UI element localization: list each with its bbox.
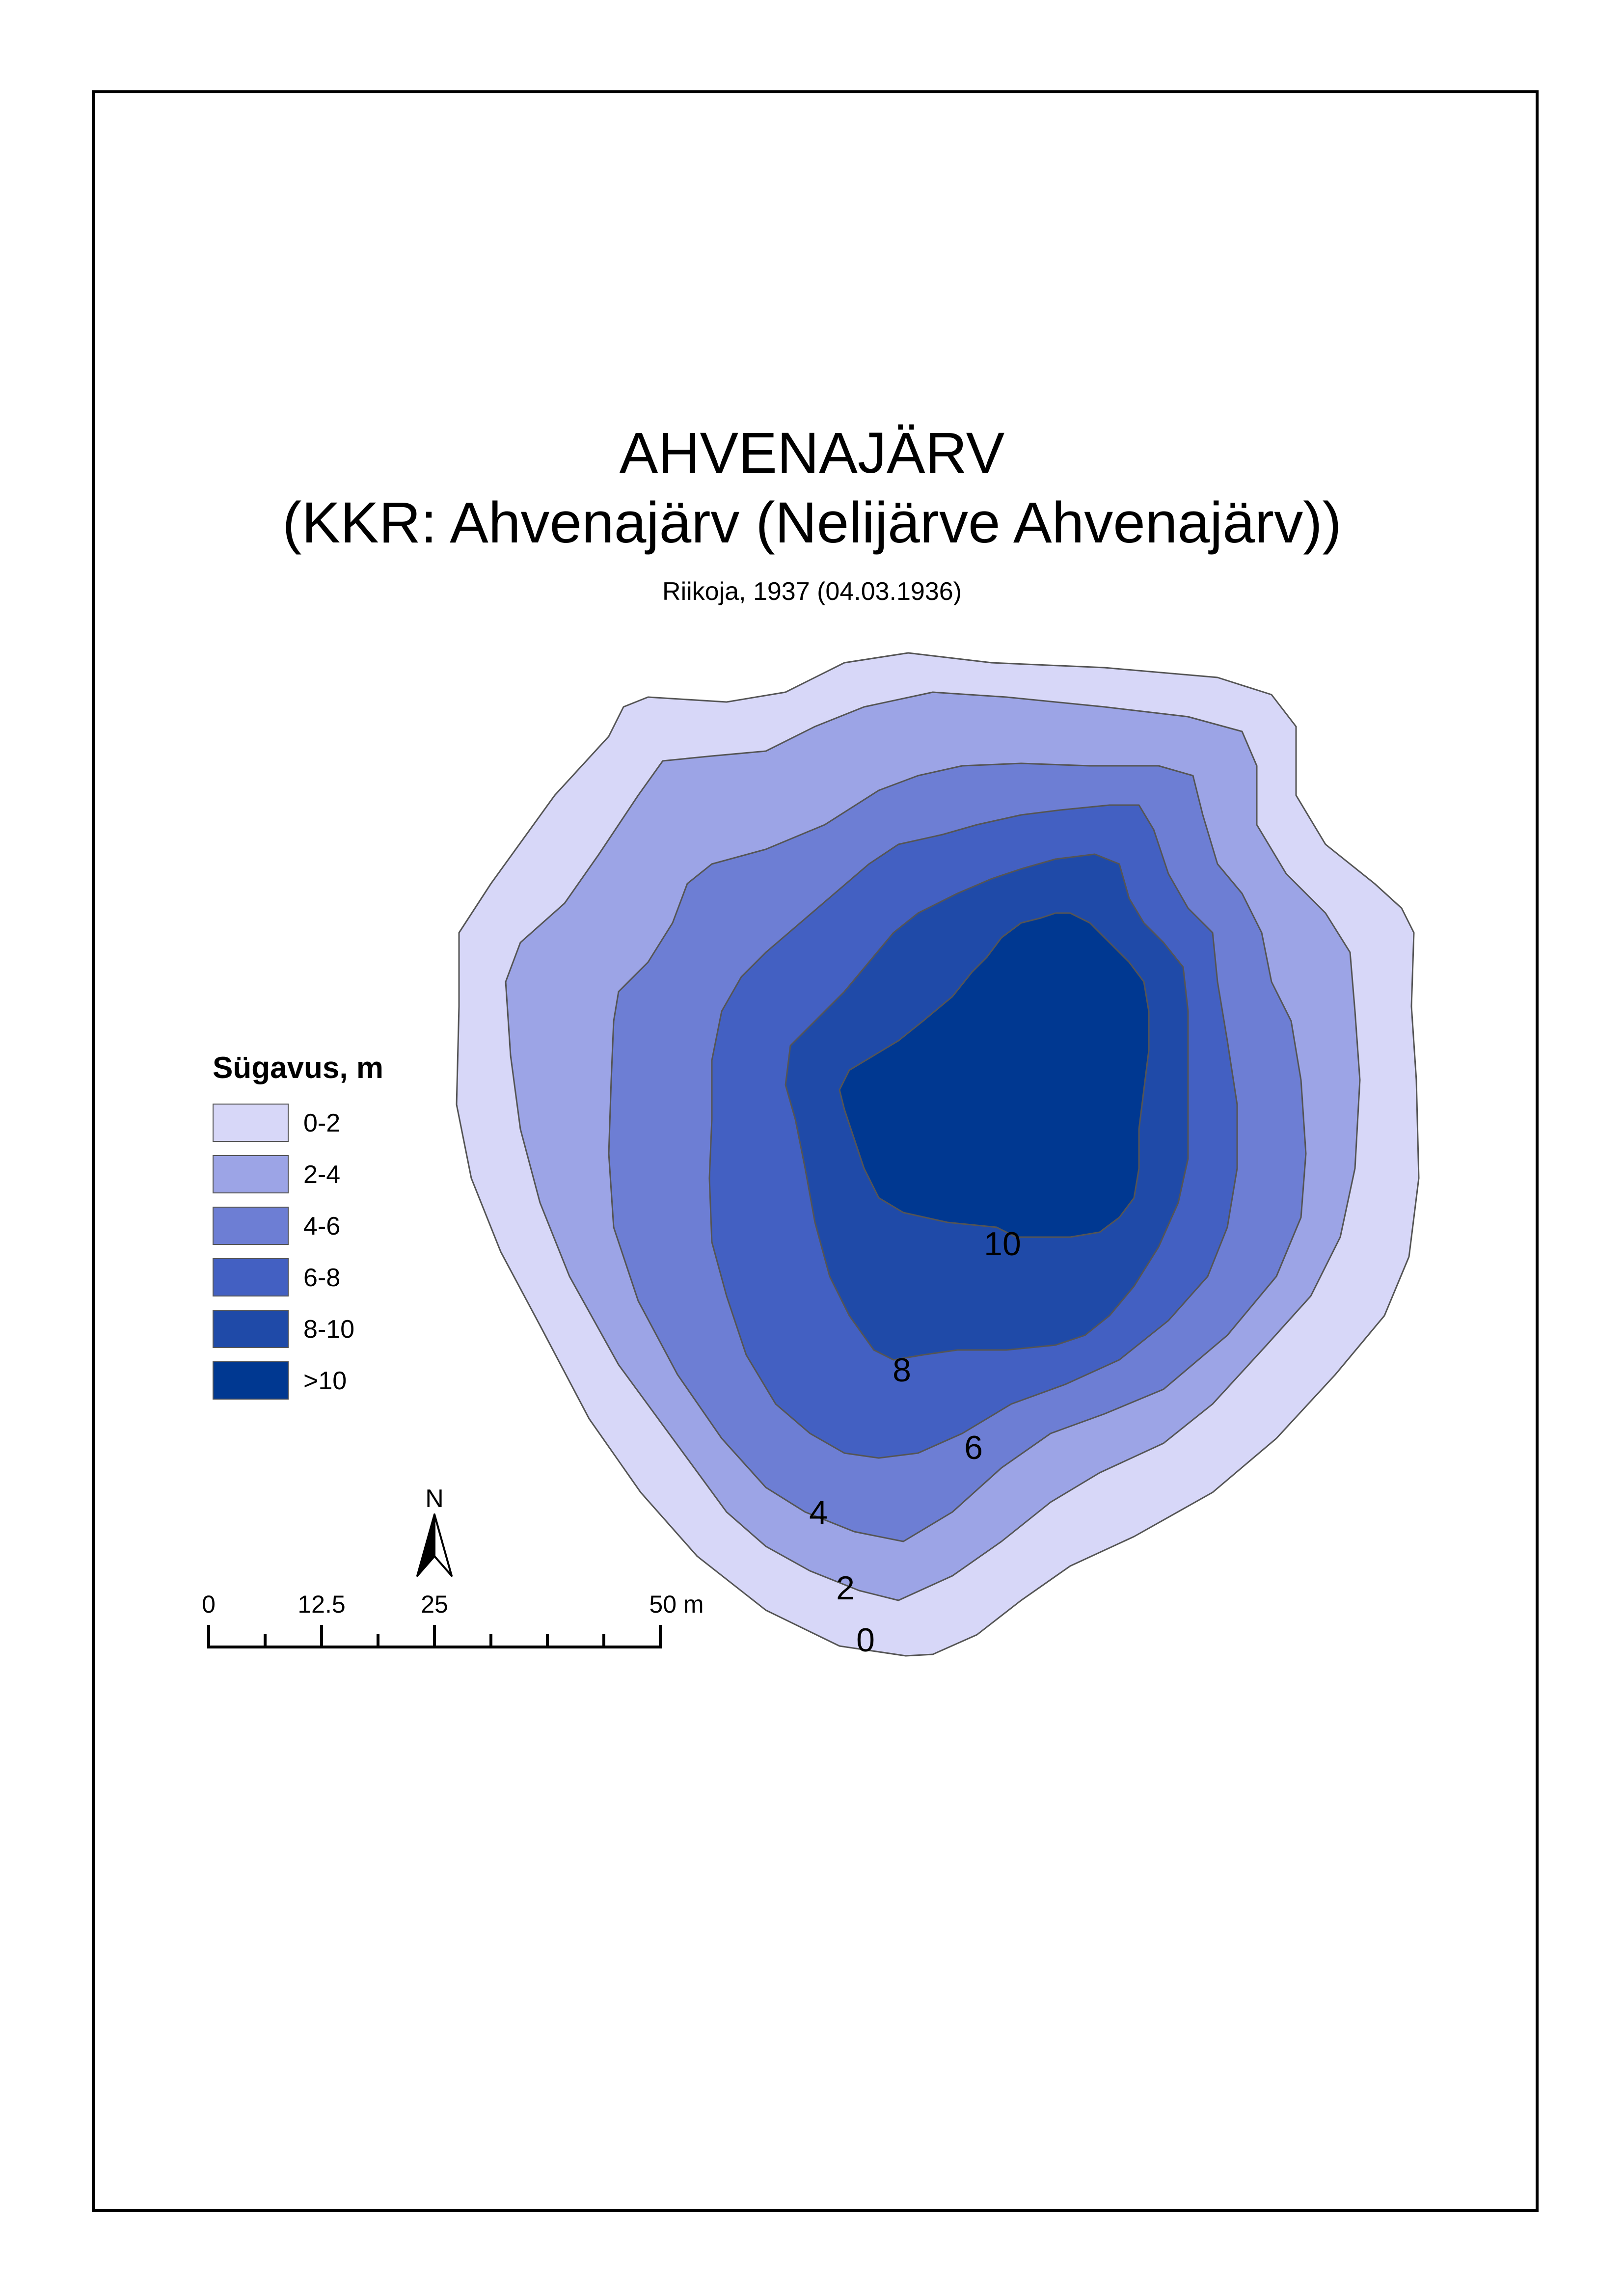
depth-label-10: 10 (984, 1225, 1021, 1263)
legend-swatch (213, 1258, 289, 1296)
legend-swatch (213, 1104, 289, 1142)
legend-swatch (213, 1207, 289, 1245)
depth-label-2: 2 (836, 1569, 855, 1607)
depth-label-0: 0 (856, 1621, 875, 1659)
depth-zone-over-10 (839, 912, 1150, 1238)
north-arrow-label: N (425, 1485, 444, 1513)
legend-label: 8-10 (303, 1315, 355, 1344)
legend-title: Sügavus, m (213, 1051, 383, 1085)
scale-label-50: 50 m (649, 1591, 704, 1618)
legend-label: 0-2 (303, 1109, 341, 1137)
depth-label-4: 4 (809, 1494, 828, 1531)
legend-swatch (213, 1155, 289, 1193)
scale-label-0: 0 (202, 1591, 216, 1618)
scale-bar (207, 1625, 662, 1648)
map-title: AHVENAJÄRV (619, 421, 1005, 486)
legend-swatch (213, 1310, 289, 1348)
north-arrow: N (416, 1485, 453, 1577)
legend-swatch (213, 1361, 289, 1400)
depth-label-8: 8 (893, 1351, 911, 1389)
legend-label: 2-4 (303, 1161, 341, 1189)
map-subtitle: (KKR: Ahvenajärv (Nelijärve Ahvenajärv)) (282, 490, 1342, 555)
scale-label-25: 25 (421, 1591, 448, 1618)
legend-label: >10 (303, 1367, 347, 1395)
depth-label-6: 6 (964, 1429, 983, 1466)
legend-label: 4-6 (303, 1212, 341, 1241)
scale-label-12-5: 12.5 (298, 1591, 345, 1618)
map-frame (92, 90, 1539, 2212)
legend-label: 6-8 (303, 1264, 341, 1292)
map-source: Riikoja, 1937 (04.03.1936) (662, 577, 962, 606)
